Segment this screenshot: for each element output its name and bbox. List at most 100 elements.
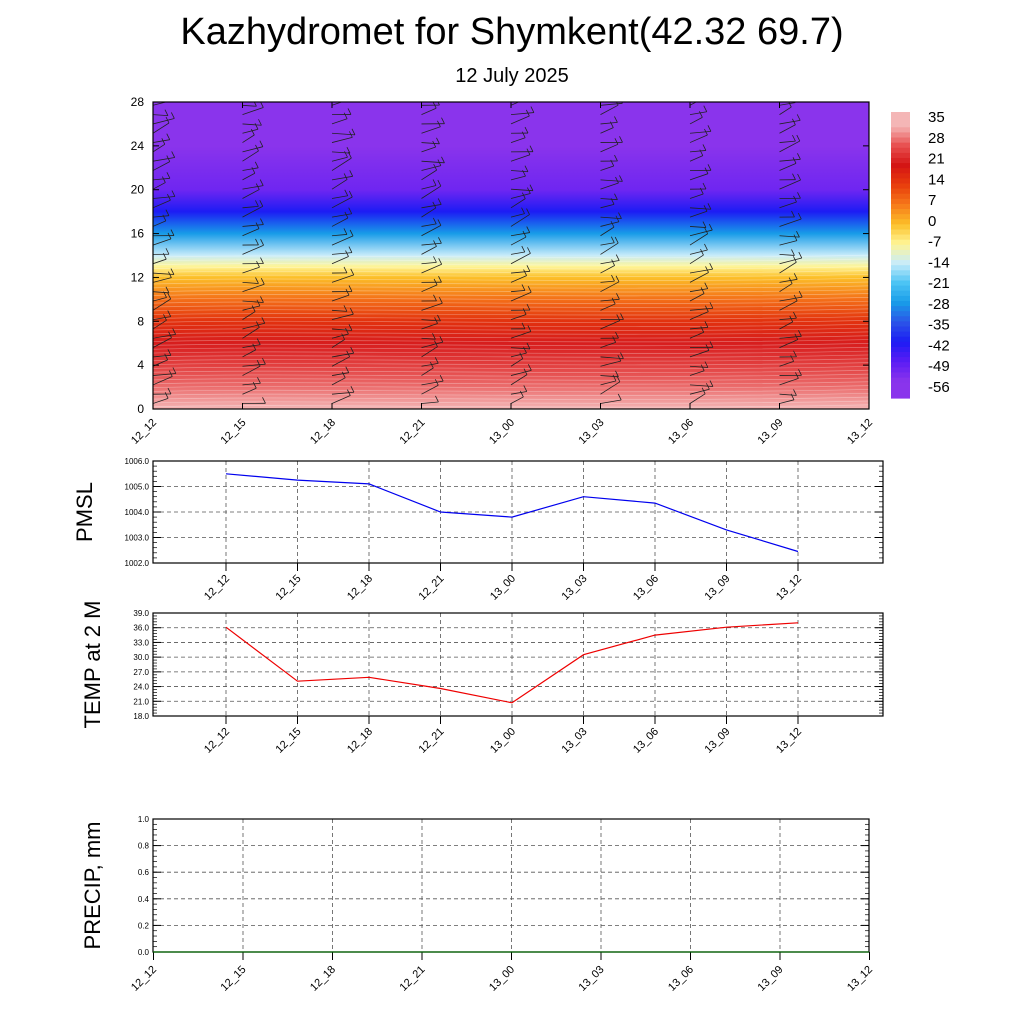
- wind-barb-flag: [615, 370, 619, 377]
- wind-barb-shaft: [510, 290, 525, 293]
- wind-barb-shaft: [421, 107, 437, 115]
- contour-line: [153, 369, 869, 373]
- wind-barb-shaft: [421, 185, 442, 199]
- wind-barb-flag: [614, 193, 618, 200]
- wind-barb-shaft: [600, 226, 615, 237]
- wind-barb-flag: [165, 248, 170, 255]
- colorbar-segment: [891, 157, 910, 164]
- wind-barb-flag: [344, 189, 349, 196]
- wind-barb-flag: [432, 179, 437, 186]
- wind-barb-flag: [343, 173, 348, 180]
- contour-line: [153, 389, 869, 393]
- colorbar-segment: [891, 300, 910, 307]
- wind-barb-flag: [161, 176, 166, 183]
- wind-barb-shaft: [331, 377, 346, 386]
- wind-barb-shaft: [153, 291, 169, 294]
- wind-barb-shaft: [421, 204, 442, 209]
- wind-barb-shaft: [868, 272, 869, 274]
- wind-barb-shaft: [153, 319, 167, 330]
- wind-barb-flag: [797, 153, 801, 160]
- wind-barb-shaft: [689, 210, 708, 218]
- contour-line: [153, 385, 869, 389]
- wind-barb-flag: [798, 330, 802, 337]
- y-tick-label: 36.0: [133, 624, 149, 633]
- colorbar-segment: [891, 362, 910, 368]
- wind-barb-shaft: [600, 216, 622, 219]
- wind-barb-flag: [524, 126, 529, 134]
- wind-barb-shaft: [153, 238, 172, 246]
- wind-barb-shaft: [779, 335, 802, 339]
- wind-barb-shaft: [331, 372, 349, 376]
- contour-line: [153, 327, 869, 331]
- wind-barb-shaft: [779, 278, 798, 283]
- contour-line: [153, 266, 869, 270]
- colorbar-segment: [891, 214, 910, 220]
- wind-barb-shaft: [510, 175, 526, 181]
- wind-barb-shaft: [779, 300, 798, 311]
- contour-line: [153, 366, 869, 370]
- contour-line: [153, 400, 869, 404]
- wind-barb-shaft: [153, 272, 174, 275]
- wind-barb-flag: [521, 322, 526, 329]
- x-tick-label: 12_21: [398, 417, 428, 447]
- wind-barb-flag: [165, 209, 170, 216]
- wind-barb-shaft: [242, 382, 261, 386]
- x-tick-label: 12_21: [417, 726, 447, 756]
- y-tick-label: 0.6: [138, 868, 150, 877]
- wind-barb-flag: [883, 284, 886, 290]
- wind-barb-flag: [526, 226, 531, 233]
- wind-barb-flag: [790, 355, 795, 362]
- wind-barb-shaft: [510, 115, 530, 125]
- colorbar-segment: [891, 193, 910, 200]
- x-tick-label: 13_00: [488, 573, 518, 603]
- y-tick-label: 1004.0: [125, 508, 150, 517]
- colorbar-segment: [891, 203, 910, 210]
- wind-barb-flag: [886, 220, 889, 226]
- wind-barb-flag: [614, 154, 618, 162]
- wind-barb-shaft: [689, 193, 704, 199]
- wind-barb-shaft: [510, 232, 530, 237]
- wind-barb-shaft: [600, 143, 619, 153]
- wind-barb-shaft: [242, 363, 266, 367]
- wind-barb-shaft: [242, 244, 264, 255]
- colorbar-segment: [891, 326, 910, 333]
- wind-barb-shaft: [153, 298, 171, 311]
- colorbar-segment: [891, 311, 910, 317]
- wind-barb-shaft: [153, 220, 166, 227]
- contour-line: [153, 254, 869, 258]
- colorbar-segment: [891, 372, 910, 379]
- pmsl-y-axis-title: PMSL: [72, 482, 97, 542]
- wind-barb-flag: [438, 297, 443, 304]
- wind-barb-flag: [883, 301, 886, 307]
- wind-barb-shaft: [689, 102, 698, 106]
- colorbar-segment: [891, 260, 910, 266]
- wind-barb-shaft: [868, 281, 869, 283]
- wind-barb-flag: [350, 268, 355, 276]
- contour-line: [153, 316, 869, 320]
- wind-barb-shaft: [153, 196, 175, 199]
- wind-barb-shaft: [689, 268, 713, 274]
- wind-barb-flag: [798, 369, 802, 376]
- x-tick-label: 12_12: [129, 417, 159, 447]
- wind-barb-shaft: [779, 140, 796, 143]
- wind-barb-shaft: [868, 245, 869, 246]
- colorbar-segment: [891, 321, 910, 328]
- wind-barb-flag: [433, 256, 437, 263]
- y-tick-label: 12: [131, 270, 145, 284]
- wind-barb-shaft: [510, 251, 525, 255]
- wind-barb-flag: [258, 119, 262, 126]
- wind-barb-flag: [879, 384, 882, 390]
- wind-barb-shaft: [600, 198, 618, 201]
- wind-barb-flag: [529, 145, 534, 152]
- wind-barb-flag: [879, 345, 882, 351]
- wind-barb-shaft: [421, 142, 440, 145]
- wind-barb-flag: [792, 256, 797, 263]
- wind-barb-flag: [349, 170, 354, 177]
- contour-line: [153, 354, 869, 358]
- wind-barb-shaft: [779, 393, 797, 396]
- wind-barb-flag: [343, 112, 348, 119]
- wind-barb-shaft: [779, 179, 801, 190]
- y-tick-label: 24: [131, 139, 145, 153]
- contour-line: [153, 262, 869, 266]
- chart-title: Kazhydromet for Shymkent(42.32 69.7): [180, 11, 844, 53]
